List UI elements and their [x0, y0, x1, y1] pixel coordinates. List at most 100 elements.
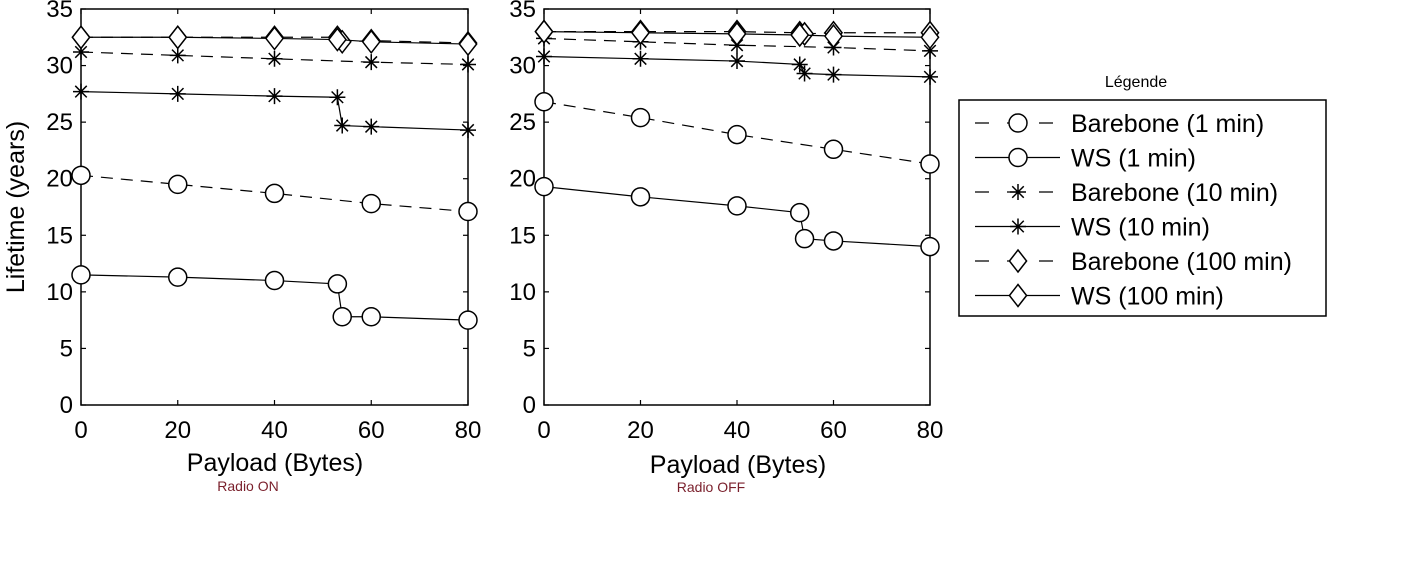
y-tick-label: 10	[509, 279, 536, 306]
legend-marker	[1008, 283, 1028, 308]
legend: Légende Barebone (1 min) WS (1 min) Barebo…	[958, 74, 1327, 317]
data-point	[266, 50, 283, 67]
legend-title: Légende	[1105, 74, 1167, 91]
legend-box	[958, 99, 1327, 317]
legend-marker	[1008, 147, 1028, 168]
y-tick-label: 30	[509, 53, 536, 80]
legend-entry: WS (100 min)	[975, 283, 1224, 311]
series-0	[71, 165, 478, 222]
series-line	[81, 36, 469, 45]
data-point	[363, 54, 380, 71]
series-line	[80, 51, 469, 66]
data-point	[790, 22, 810, 48]
y-tick-label: 15	[46, 222, 73, 249]
series-0	[534, 92, 940, 174]
legend-entry: WS (10 min)	[975, 214, 1210, 242]
data-point	[630, 107, 651, 128]
data-point	[334, 117, 351, 134]
y-ticks: 0 5 10 15 20 25 30 35	[509, 0, 930, 419]
y-tick-label: 15	[509, 222, 536, 249]
data-point	[458, 310, 478, 330]
legend-marker	[1008, 248, 1028, 274]
legend-marker	[1010, 184, 1026, 200]
series-1	[71, 265, 478, 330]
series-line	[543, 37, 931, 52]
data-point	[534, 19, 554, 44]
data-point	[632, 50, 649, 67]
data-point	[363, 118, 380, 135]
x-tick-label: 40	[724, 417, 751, 444]
series-group	[71, 25, 478, 330]
legend-entry: Barebone (100 min)	[975, 248, 1292, 276]
x-ticks: 0 20 40 60 80	[537, 9, 943, 444]
data-point	[789, 202, 810, 223]
x-tick-label: 80	[917, 417, 944, 444]
data-point	[823, 139, 844, 160]
y-tick-label: 30	[46, 53, 73, 80]
data-point	[361, 29, 381, 55]
x-tick-label: 60	[358, 417, 385, 444]
data-point	[534, 92, 554, 112]
y-tick-label: 20	[509, 166, 536, 193]
data-point	[630, 187, 651, 207]
data-point	[327, 27, 347, 52]
y-tick-label: 0	[523, 392, 536, 419]
legend-label: Barebone (10 min)	[1071, 179, 1278, 207]
legend-label: Barebone (1 min)	[1071, 110, 1264, 138]
data-point	[458, 201, 478, 222]
x-axis-label: Payload (Bytes)	[187, 449, 363, 477]
data-point	[168, 25, 188, 50]
legend-marker	[1008, 113, 1028, 133]
data-point	[327, 274, 348, 294]
data-point	[168, 267, 188, 287]
legend-entry: Barebone (10 min)	[975, 179, 1278, 207]
legend-marker	[1010, 218, 1026, 235]
data-point	[922, 42, 938, 59]
x-tick-label: 20	[627, 417, 654, 444]
y-axis-label: Lifetime (years)	[2, 121, 30, 293]
data-point	[823, 23, 844, 49]
y-tick-label: 20	[46, 166, 73, 193]
data-point	[71, 265, 91, 285]
data-point	[361, 193, 381, 214]
data-point	[460, 56, 476, 73]
data-point	[727, 196, 747, 216]
data-point	[534, 176, 554, 197]
series-1	[534, 176, 940, 257]
series-2	[73, 43, 476, 73]
data-point	[168, 174, 188, 195]
chart-panel-radio-off: 0 20 40 60 80 0 5 10 15 20 25 30 35 Payload (Bytes)…	[509, 0, 943, 495]
y-tick-label: 5	[60, 335, 73, 362]
data-point	[264, 183, 285, 204]
series-5	[71, 25, 478, 57]
data-point	[920, 154, 940, 174]
y-tick-label: 35	[509, 0, 536, 23]
series-line	[80, 174, 469, 213]
data-point	[73, 43, 89, 60]
data-point	[73, 83, 89, 100]
data-point	[796, 65, 813, 82]
legend-label: WS (100 min)	[1071, 283, 1224, 311]
y-tick-label: 0	[60, 392, 73, 419]
data-point	[266, 88, 283, 105]
panel-caption: Radio ON	[217, 478, 278, 494]
data-point	[169, 85, 186, 102]
data-point	[920, 25, 940, 50]
x-tick-label: 80	[455, 417, 482, 444]
data-point	[727, 124, 747, 145]
data-point	[794, 228, 815, 249]
data-point	[458, 31, 478, 57]
data-point	[727, 21, 747, 47]
y-tick-label: 10	[46, 279, 73, 306]
x-ticks: 0 20 40 60 80	[74, 9, 481, 444]
data-point	[329, 89, 346, 106]
data-point	[729, 53, 745, 70]
legend-entry: WS (1 min)	[975, 145, 1196, 173]
data-point	[922, 68, 938, 85]
x-tick-label: 0	[537, 417, 550, 444]
x-tick-label: 60	[820, 417, 847, 444]
y-tick-label: 25	[509, 109, 536, 136]
data-point	[536, 48, 552, 65]
series-3	[73, 83, 476, 139]
